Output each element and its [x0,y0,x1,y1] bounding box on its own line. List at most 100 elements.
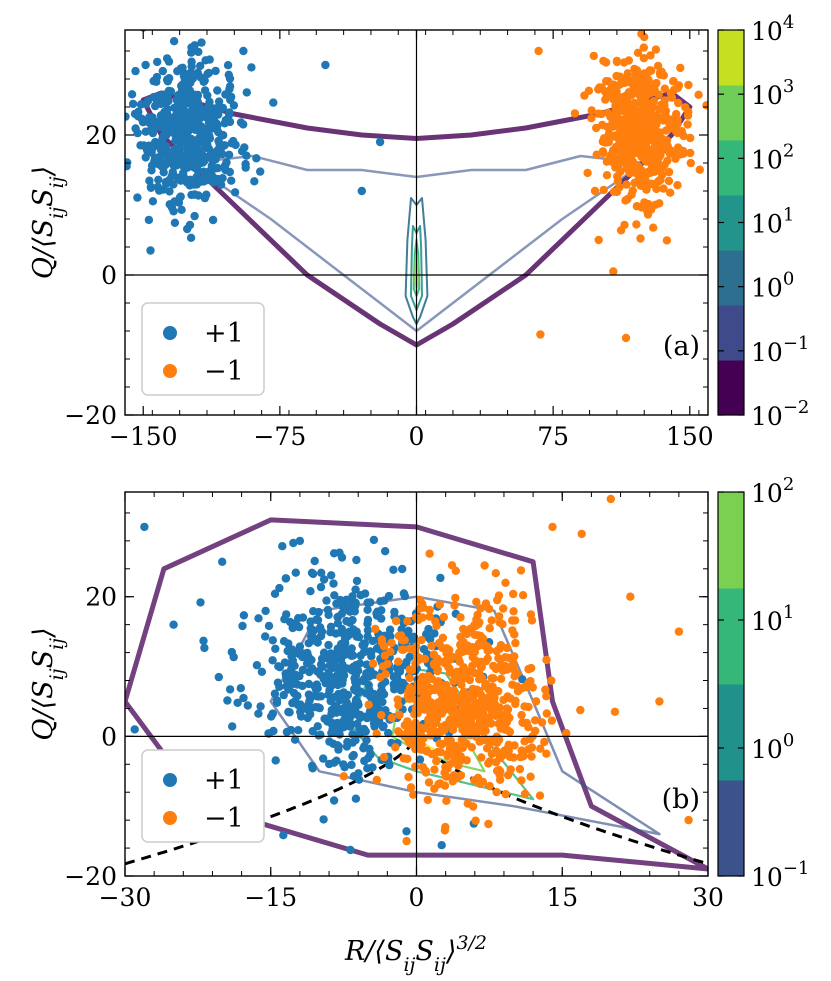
x-axis-label-part: S [415,936,434,967]
scatter-point [162,93,171,102]
scatter-point [310,556,319,566]
scatter-point [324,640,333,650]
scatter-point [329,796,339,805]
scatter-point [535,791,545,800]
scatter-point [242,151,251,160]
scatter-point [307,626,316,635]
scatter-point [520,789,530,799]
scatter-point [583,168,592,178]
scatter-point [243,701,252,710]
scatter-point [317,568,326,577]
scatter-point [187,62,196,71]
scatter-point [252,154,261,163]
scatter-point [497,714,506,723]
scatter-point [673,181,682,190]
scatter-point [459,624,468,634]
scatter-point [236,684,245,693]
scatter-point [165,74,174,83]
scatter-point [377,710,386,720]
scatter-point [351,671,361,680]
scatter-point [463,646,472,655]
scatter-point [268,656,277,665]
scatter-point [206,173,215,182]
scatter-point [462,691,471,701]
scatter-point [213,86,222,95]
scatter-point [485,646,494,655]
y-axis-label-part: ij [46,207,68,219]
scatter-point [239,693,248,703]
scatter-point [445,699,454,709]
scatter-point [476,631,485,641]
scatter-point [144,215,154,225]
scatter-point [228,722,237,731]
scatter-point [415,595,425,605]
scatter-point [398,564,407,574]
scatter-point [517,684,526,693]
colorbar-segment [718,780,744,877]
scatter-point [667,93,677,102]
scatter-point [167,127,176,136]
colorbar-label-base: 10 [751,338,783,367]
scatter-point [651,139,661,148]
scatter-point [183,224,192,234]
scatter-point [637,152,646,162]
colorbar-segment [718,684,744,781]
scatter-point [492,766,502,776]
scatter-point [430,629,439,638]
scatter-point [240,143,249,152]
colorbar-label: 101 [751,205,794,239]
scatter-point [448,777,457,786]
scatter-point [353,719,362,729]
scatter-point [295,650,304,659]
scatter-point [466,716,476,725]
panel-a-plot-area [125,30,708,415]
scatter-point [190,211,199,221]
scatter-point [415,755,425,764]
scatter-point [189,107,199,116]
scatter-point [644,111,654,120]
scatter-point [136,100,146,109]
scatter-point [138,118,148,127]
scatter-point [542,655,551,665]
scatter-point [279,690,288,700]
scatter-point [256,167,265,176]
scatter-point [475,776,484,785]
scatter-point [190,41,199,50]
scatter-point [456,613,465,622]
scatter-point [164,57,174,66]
scatter-point [315,703,324,713]
scatter-point [625,168,634,178]
scatter-point [271,756,280,765]
scatter-point [651,79,660,89]
scatter-point [306,617,315,626]
scatter-point [164,86,173,96]
scatter-point [141,153,150,162]
scatter-point [394,657,403,666]
scatter-point [391,616,401,626]
panel-b-ticks: −30 −15 0 15 30 −20 0 20 [64,492,724,912]
scatter-point [347,760,356,770]
scatter-point [666,124,676,133]
x-tick-label: 0 [409,422,425,451]
scatter-point [352,576,362,586]
scatter-point [459,740,469,749]
scatter-point [686,158,695,168]
scatter-point [653,61,663,71]
scatter-point [498,620,507,629]
scatter-point [493,595,502,605]
scatter-point [492,787,501,797]
scatter-point [241,163,250,172]
scatter-point [281,671,291,680]
scatter-point [326,696,335,706]
scatter-point [177,81,186,91]
legend-box [141,749,265,843]
scatter-point [351,585,360,594]
scatter-point [140,141,149,151]
scatter-point [247,63,256,72]
scatter-point [660,84,669,93]
scatter-point [178,110,187,119]
scatter-point [339,716,348,725]
scatter-point [616,120,625,129]
scatter-point [391,743,400,752]
scatter-point [408,665,417,674]
